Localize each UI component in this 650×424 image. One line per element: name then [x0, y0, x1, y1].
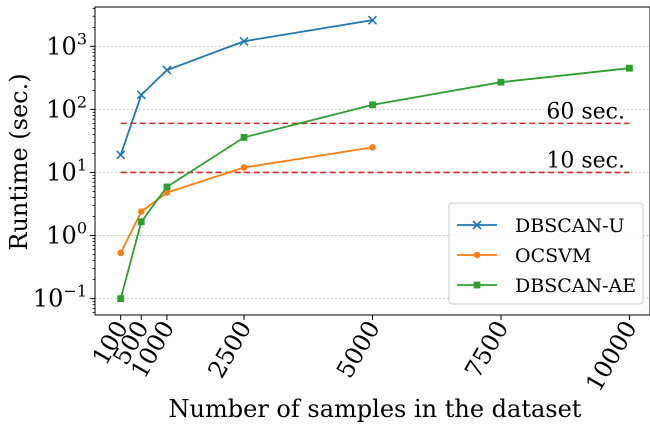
x-tick-label: 2500 — [202, 316, 257, 383]
point-dbscan-u — [367, 15, 378, 25]
x-tick-label: 5000 — [331, 316, 386, 383]
series-line-ocsvm — [119, 146, 373, 254]
x-tick-label: 10000 — [580, 316, 642, 396]
point-ocsvm — [163, 189, 171, 196]
y-tick-label: 10−1 — [33, 282, 87, 313]
point-dbscan-ae — [117, 295, 125, 303]
y-axis-title: Runtime (sec.) — [5, 73, 33, 250]
legend: DBSCAN-U OCSVM DBSCAN-AE — [448, 202, 644, 305]
point-dbscan-ae — [626, 64, 633, 72]
point-ocsvm — [117, 249, 124, 257]
series-dbscan-ae — [117, 64, 633, 303]
point-dbscan-u — [116, 150, 126, 160]
y-tick-label: 100 — [46, 219, 87, 250]
point-ocsvm — [137, 208, 145, 215]
point-ocsvm — [240, 164, 248, 171]
point-dbscan-ae — [497, 78, 505, 86]
ref-line-label: 10 sec. — [546, 148, 625, 173]
ref-line-label: 60 sec. — [546, 99, 625, 124]
point-dbscan-u — [239, 36, 249, 46]
legend-box — [448, 202, 644, 305]
y-tick-label: 102 — [46, 92, 87, 123]
x-axis-title: Number of samples in the dataset — [169, 395, 582, 423]
y-tick-label: 101 — [46, 155, 87, 186]
legend-marker-ocsvm — [473, 251, 481, 259]
point-dbscan-u — [136, 90, 146, 100]
series-dbscan-u — [116, 15, 378, 160]
y-tick-label: 103 — [46, 29, 87, 60]
legend-label-ocsvm: OCSVM — [515, 245, 591, 267]
point-ocsvm — [369, 144, 376, 151]
legend-label-dbscan-u: DBSCAN-U — [515, 215, 625, 237]
series-ocsvm — [117, 144, 376, 257]
series — [116, 15, 633, 303]
point-dbscan-ae — [369, 101, 376, 109]
point-dbscan-u — [162, 65, 172, 75]
legend-marker-dbscan-ae — [473, 281, 481, 289]
point-dbscan-ae — [137, 218, 145, 226]
legend-marker-dbscan-u — [472, 220, 482, 230]
point-dbscan-ae — [240, 133, 248, 141]
point-dbscan-ae — [163, 183, 171, 191]
legend-label-dbscan-ae: DBSCAN-AE — [515, 275, 636, 297]
y-axis-ticks: 10−1 100 101 102 103 — [33, 7, 95, 314]
reference-lines: 60 sec. 10 sec. — [120, 99, 630, 173]
x-tick-label: 7500 — [459, 316, 514, 383]
